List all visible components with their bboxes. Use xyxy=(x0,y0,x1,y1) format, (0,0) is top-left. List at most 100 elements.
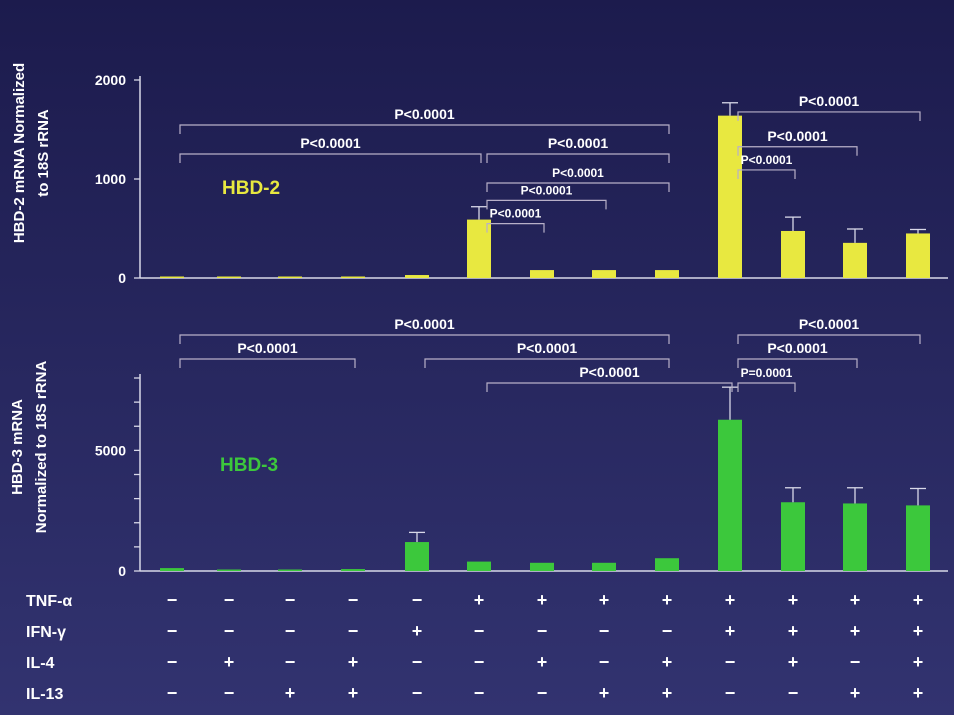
significance-bracket xyxy=(486,153,670,163)
minus-sign: − xyxy=(725,652,736,672)
panel-top: 0 1000 2000 HBD-2 mRNA Normalized to 18S rRN… xyxy=(11,63,948,286)
minus-sign: − xyxy=(167,590,178,610)
y-tick-label: 5000 xyxy=(95,442,126,458)
bar xyxy=(467,561,491,571)
plus-sign: + xyxy=(850,621,861,641)
bar xyxy=(217,276,241,278)
y-tick-label: 0 xyxy=(118,270,126,286)
bar xyxy=(278,276,302,278)
minus-sign: − xyxy=(412,652,423,672)
plus-sign: + xyxy=(662,652,673,672)
p-value-label: P<0.0001 xyxy=(767,128,828,144)
plus-sign: + xyxy=(599,683,610,703)
significance-bracket xyxy=(179,334,670,344)
p-value-label: P<0.0001 xyxy=(552,166,604,180)
plus-sign: + xyxy=(537,590,548,610)
minus-sign: − xyxy=(167,683,178,703)
plus-sign: + xyxy=(412,621,423,641)
plus-sign: + xyxy=(474,590,485,610)
y-tick-label: 2000 xyxy=(95,72,126,88)
bar xyxy=(592,270,616,278)
minus-sign: − xyxy=(412,683,423,703)
minus-sign: − xyxy=(224,621,235,641)
plus-sign: + xyxy=(725,621,736,641)
minus-sign: − xyxy=(599,621,610,641)
significance-bracket xyxy=(737,111,921,121)
significance-bracket xyxy=(486,223,545,233)
plus-sign: + xyxy=(285,683,296,703)
treatment-table: TNF-α − − − − − + + + + + + + + IFN-γ − − − − + − − − − + + + + IL-4… xyxy=(26,590,923,703)
p-value-label: P<0.0001 xyxy=(394,316,455,332)
minus-sign: − xyxy=(348,590,359,610)
minus-sign: − xyxy=(224,590,235,610)
minus-sign: − xyxy=(224,683,235,703)
p-value-label: P=0.0001 xyxy=(741,366,793,380)
significance-bracket xyxy=(737,334,921,344)
minus-sign: − xyxy=(348,621,359,641)
plus-sign: + xyxy=(913,652,924,672)
significance-bracket xyxy=(737,169,796,179)
bar xyxy=(341,276,365,278)
p-value-label: P<0.0001 xyxy=(517,340,578,356)
bar xyxy=(906,233,930,278)
plus-sign: + xyxy=(662,683,673,703)
significance-bracket xyxy=(737,382,796,392)
significance-bracket xyxy=(424,358,670,368)
y-tick-label: 1000 xyxy=(95,171,126,187)
bar xyxy=(718,419,742,571)
plus-sign: + xyxy=(224,652,235,672)
bar xyxy=(217,569,241,571)
bar xyxy=(405,542,429,571)
p-value-label: P<0.0001 xyxy=(741,153,793,167)
minus-sign: − xyxy=(725,683,736,703)
bar xyxy=(906,505,930,571)
bar xyxy=(843,503,867,571)
bar xyxy=(592,562,616,571)
bar xyxy=(278,569,302,571)
plus-sign: + xyxy=(788,621,799,641)
plus-sign: + xyxy=(788,590,799,610)
minus-sign: − xyxy=(599,652,610,672)
significance-bracket xyxy=(486,199,607,210)
plus-sign: + xyxy=(537,652,548,672)
significance-bracket xyxy=(179,124,670,134)
plus-sign: + xyxy=(913,621,924,641)
minus-sign: − xyxy=(537,621,548,641)
plus-sign: + xyxy=(348,683,359,703)
plus-sign: + xyxy=(788,652,799,672)
treatment-label: IFN-γ xyxy=(26,624,66,641)
minus-sign: − xyxy=(850,652,861,672)
bar xyxy=(405,275,429,278)
p-value-label: P<0.0001 xyxy=(394,106,455,122)
minus-sign: − xyxy=(285,621,296,641)
panel-bottom: 0 5000 HBD-3 mRNA Normalized to 18S rRNA HBD… xyxy=(9,316,948,579)
y-tick-label: 0 xyxy=(118,563,126,579)
p-value-label: P<0.0001 xyxy=(237,340,298,356)
bar xyxy=(530,270,554,278)
minus-sign: − xyxy=(474,683,485,703)
plus-sign: + xyxy=(662,590,673,610)
p-value-label: P<0.0001 xyxy=(548,135,609,151)
minus-sign: − xyxy=(662,621,673,641)
bar xyxy=(160,568,184,571)
minus-sign: − xyxy=(788,683,799,703)
bar xyxy=(341,569,365,571)
minus-sign: − xyxy=(474,621,485,641)
plus-sign: + xyxy=(850,590,861,610)
bar xyxy=(843,242,867,278)
treatment-label: IL-4 xyxy=(26,655,55,672)
p-value-label: P<0.0001 xyxy=(490,207,542,221)
treatment-label: TNF-α xyxy=(26,593,72,610)
y-axis-label: to 18S rRNA xyxy=(35,109,52,197)
p-value-label: P<0.0001 xyxy=(521,183,573,197)
significance-bracket xyxy=(179,153,482,163)
plus-sign: + xyxy=(913,683,924,703)
minus-sign: − xyxy=(167,621,178,641)
treatment-label: IL-13 xyxy=(26,686,63,703)
minus-sign: − xyxy=(537,683,548,703)
plus-sign: + xyxy=(348,652,359,672)
minus-sign: − xyxy=(167,652,178,672)
